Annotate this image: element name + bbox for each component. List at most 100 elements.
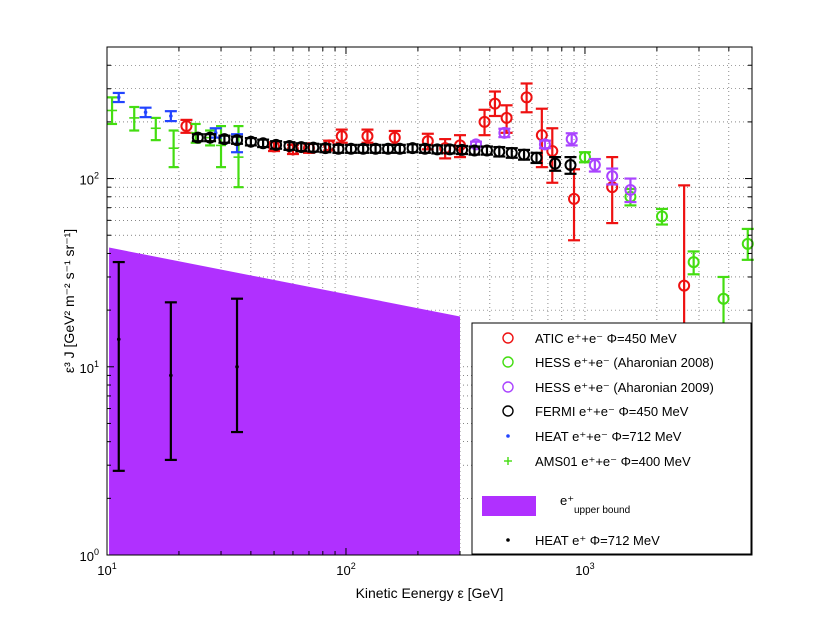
legend-marker [502,405,514,417]
data-point [169,373,173,378]
y-axis-label: ε³ J [GeV² m⁻² s⁻¹ sr⁻¹] [61,229,77,373]
legend-entry: HEAT e⁺+e⁻ Φ=712 MeV [506,429,682,444]
data-point [218,133,231,146]
data-point [283,139,296,152]
data-point [488,97,501,110]
data-point [505,146,518,159]
data-point [361,130,374,143]
legend-entry: AMS01 e⁺+e⁻ Φ=400 MeV [504,454,691,469]
series-3 [191,131,577,175]
legend-marker [506,434,510,438]
data-point [480,144,493,157]
data-point [406,142,419,155]
data-point [204,131,217,144]
data-point [332,142,345,155]
data-point [443,143,456,156]
data-point [568,192,581,205]
legend-label: HESS e⁺+e⁻ (Aharonian 2008) [535,355,714,370]
data-point [687,256,700,269]
series-2 [470,126,637,204]
y-tick-label: 102 [80,171,99,188]
data-point [624,183,637,196]
legend-entry: HESS e⁺+e⁻ (Aharonian 2008) [502,355,714,370]
data-point [319,142,332,155]
legend: ATIC e⁺+e⁻ Φ=450 MeV HESS e⁺+e⁻ (Aharonia… [471,322,752,555]
data-point [500,111,513,124]
data-point [493,145,506,158]
legend-label: ATIC e⁺+e⁻ Φ=450 MeV [535,331,677,346]
data-point [357,142,370,155]
data-point [678,279,691,292]
data-point [421,135,434,148]
data-point [470,138,483,151]
data-point [498,126,511,139]
series-5 [107,96,244,189]
legend-marker [502,356,514,368]
axes-box [106,46,753,556]
data-point [431,143,444,156]
data-point [549,157,562,170]
legend-marker [506,538,510,542]
data-point [538,138,551,151]
upper-bound-polygon [109,247,461,555]
data-point [244,135,257,148]
legend-entry: HEAT e⁺ Φ=712 MeV [506,533,660,548]
data-point [382,142,395,155]
legend-marker [502,332,514,344]
series-6 [112,260,244,472]
data-point [335,130,348,143]
data-point [345,142,358,155]
legend-entry: e⁺upper bound [482,493,630,516]
data-point [393,142,406,155]
data-point [478,115,491,128]
x-tick-label: 101 [97,561,116,578]
legend-entry: FERMI e⁺+e⁻ Φ=450 MeV [502,404,689,419]
data-point [235,364,239,369]
x-axis-label: Kinetic Eenergy ε [GeV] [356,585,504,601]
data-point [270,138,283,151]
data-point [606,170,619,183]
legend-label: AMS01 e⁺+e⁻ Φ=400 MeV [535,454,691,469]
legend-label: HEAT e⁺ Φ=712 MeV [535,533,660,548]
legend-marker [502,381,514,393]
data-point [388,131,401,144]
data-point [369,142,382,155]
y-tick-label: 101 [80,359,99,376]
x-tick-label: 103 [575,561,594,578]
data-point [456,143,469,156]
data-point [565,133,578,146]
data-point [741,237,754,250]
data-point [717,292,730,305]
x-tick-label: 102 [336,561,355,578]
data-point [295,141,308,154]
legend-label: e⁺upper bound [560,493,630,516]
data-point [564,159,577,172]
legend-label: FERMI e⁺+e⁻ Φ=450 MeV [535,404,689,419]
data-point [418,142,431,155]
data-point [169,114,173,118]
data-point [116,95,121,100]
legend-label: HESS e⁺+e⁻ (Aharonian 2009) [535,380,714,395]
data-point [520,91,533,104]
data-point [468,144,481,157]
data-point [307,141,320,154]
legend-entry: HESS e⁺+e⁻ (Aharonian 2009) [502,380,714,395]
data-point [231,134,244,147]
data-point [655,210,668,223]
data-point [518,148,531,161]
legend-band-swatch [482,496,536,516]
data-point [143,110,148,115]
data-point [180,120,193,133]
y-tick-label: 100 [80,547,99,564]
data-point [116,337,121,342]
legend-label: HEAT e⁺+e⁻ Φ=712 MeV [535,429,682,444]
data-point [257,137,270,150]
data-point [588,159,601,172]
data-point [530,151,543,164]
legend-entry: ATIC e⁺+e⁻ Φ=450 MeV [502,331,677,346]
data-point [578,151,591,164]
data-point [191,131,204,144]
upper-bound-band [109,247,461,555]
